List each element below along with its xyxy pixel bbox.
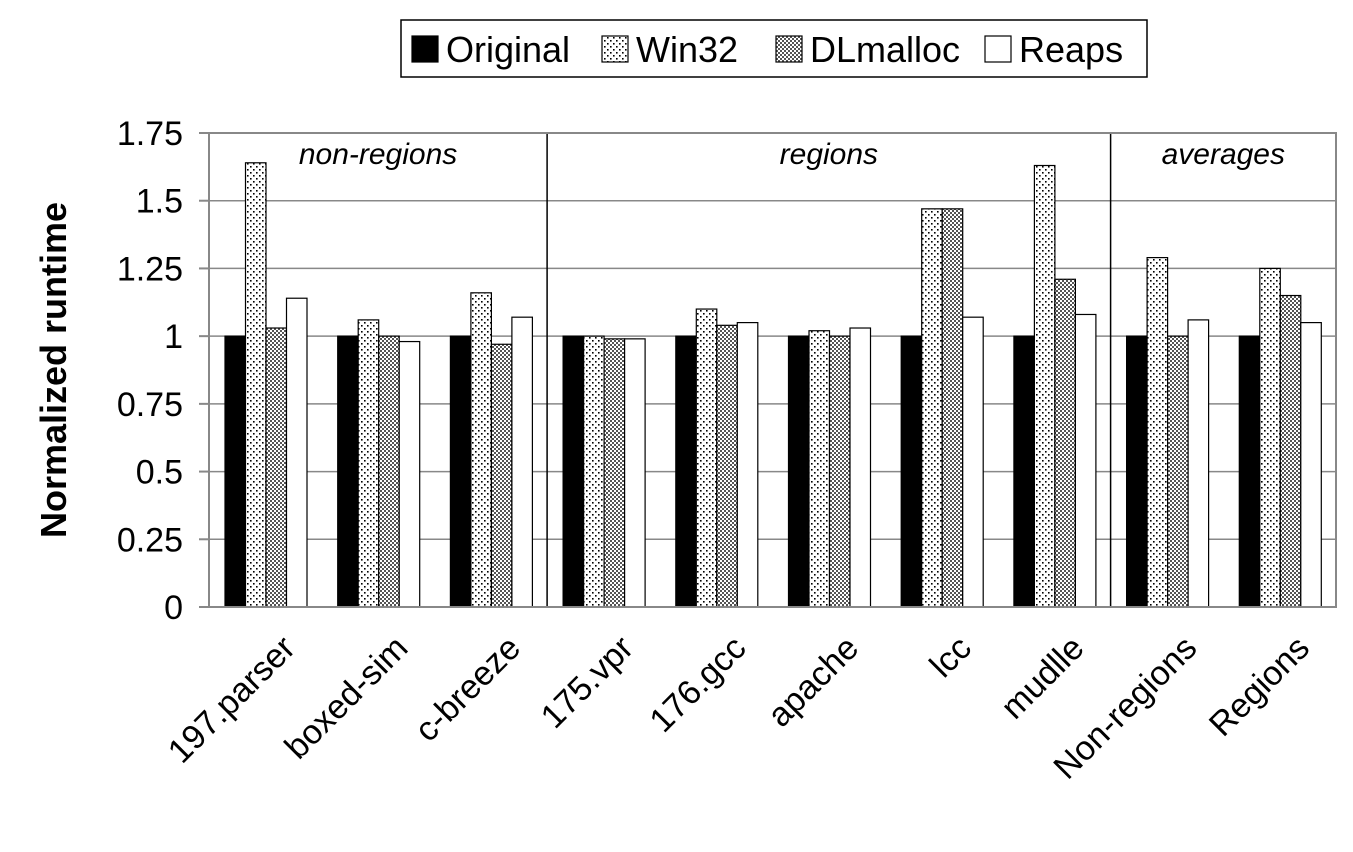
- bar-dlmalloc: [265, 327, 288, 608]
- bar-win32: [1259, 267, 1281, 608]
- bar-reaps: [962, 316, 984, 608]
- bar-win32: [244, 162, 267, 608]
- bar-win32: [1146, 256, 1169, 608]
- bar-win32: [582, 335, 605, 608]
- y-tick-label: 1: [164, 318, 183, 356]
- bar-win32: [1033, 164, 1056, 608]
- bar-dlmalloc: [716, 324, 738, 608]
- bar-original: [1013, 335, 1036, 608]
- x-tick-label: 197.parser: [161, 629, 303, 771]
- bar-reaps: [623, 338, 646, 608]
- legend-label: Original: [446, 29, 570, 70]
- x-tick-label: mudlle: [994, 629, 1092, 727]
- section-label: non-regions: [299, 138, 457, 171]
- bar-dlmalloc: [490, 343, 513, 608]
- bar-win32: [808, 330, 831, 608]
- bar-dlmalloc: [1166, 335, 1189, 608]
- bar-win32: [695, 308, 718, 608]
- x-tick-label: 175.vpr: [534, 629, 641, 736]
- y-tick-label: 0: [164, 589, 183, 627]
- bar-win32: [921, 208, 943, 608]
- bar-reaps: [285, 297, 308, 608]
- bar-reaps: [849, 327, 872, 608]
- bar-original: [562, 335, 585, 608]
- x-tick-label: 176.gcc: [642, 629, 753, 740]
- bars: [224, 162, 1322, 608]
- bar-original: [675, 335, 697, 608]
- y-axis-ticks: 0 0.25 0.5 0.75 1 1.25 1.5 1.75: [117, 115, 209, 627]
- section-label: regions: [780, 138, 878, 171]
- section-dividers: [546, 133, 1112, 607]
- legend-label: Win32: [636, 29, 738, 70]
- bar-win32: [470, 292, 492, 608]
- bar-reaps: [736, 322, 759, 608]
- bar-dlmalloc: [1279, 294, 1302, 608]
- bar-original: [787, 335, 810, 608]
- legend-swatch: [601, 35, 629, 63]
- legend-swatch: [775, 35, 803, 63]
- bar-original: [449, 335, 472, 608]
- bar-original: [224, 335, 247, 608]
- bar-reaps: [1300, 322, 1322, 608]
- bar-dlmalloc: [603, 338, 626, 608]
- y-tick-label: 0.5: [136, 454, 183, 492]
- bar-original: [1125, 335, 1148, 608]
- section-label: averages: [1162, 138, 1285, 171]
- bar-dlmalloc: [828, 335, 851, 608]
- legend-swatch: [984, 35, 1012, 63]
- bar-win32: [357, 319, 380, 608]
- bar-dlmalloc: [941, 208, 964, 608]
- legend-swatch: [411, 35, 439, 63]
- legend-label: DLmalloc: [810, 29, 960, 70]
- x-tick-label: c-breeze: [408, 629, 528, 749]
- y-axis-label: Normalized runtime: [33, 202, 74, 538]
- bar-reaps: [511, 316, 533, 608]
- bar-reaps: [398, 340, 421, 608]
- legend-frame: [400, 19, 1148, 78]
- legend: Original Win32 DLmalloc Reaps: [400, 19, 1148, 78]
- bar-dlmalloc: [1054, 278, 1077, 608]
- y-tick-label: 1.5: [136, 183, 183, 221]
- bar-reaps: [1074, 313, 1097, 608]
- legend-label: Reaps: [1019, 29, 1123, 70]
- section-labels: non-regions regions averages: [299, 138, 1285, 171]
- bar-original: [337, 335, 359, 608]
- y-tick-label: 1.75: [117, 115, 183, 153]
- x-tick-label: apache: [760, 629, 866, 735]
- bar-original: [900, 335, 923, 608]
- y-tick-label: 0.25: [117, 521, 183, 559]
- x-tick-label: lcc: [923, 629, 979, 685]
- x-tick-label: boxed-sim: [278, 629, 416, 767]
- bar-reaps: [1187, 319, 1210, 608]
- x-tick-label: Regions: [1202, 629, 1317, 744]
- bar-original: [1238, 335, 1261, 608]
- y-tick-label: 1.25: [117, 250, 183, 288]
- y-tick-label: 0.75: [117, 386, 183, 424]
- bar-dlmalloc: [378, 335, 400, 608]
